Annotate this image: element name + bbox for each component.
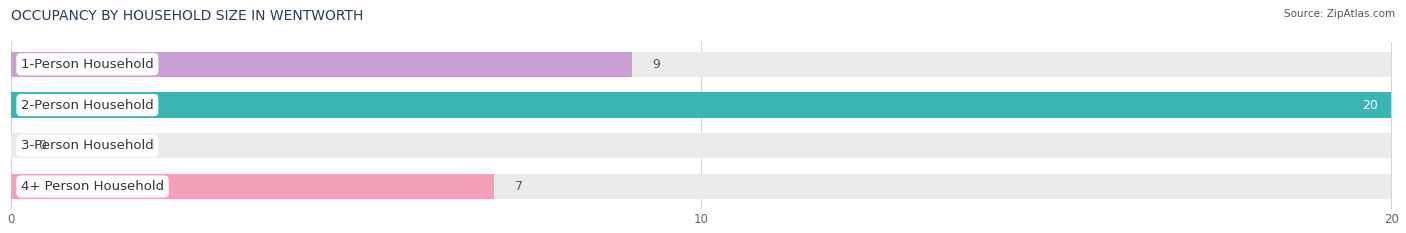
- Text: 0: 0: [38, 139, 46, 152]
- Text: 20: 20: [1362, 99, 1378, 112]
- Text: 3-Person Household: 3-Person Household: [21, 139, 153, 152]
- Text: 9: 9: [652, 58, 661, 71]
- Bar: [11, 52, 1392, 77]
- Bar: [11, 93, 1392, 118]
- Bar: [11, 52, 633, 77]
- Text: Source: ZipAtlas.com: Source: ZipAtlas.com: [1284, 9, 1395, 19]
- Bar: [11, 133, 1392, 158]
- Bar: [11, 174, 1392, 199]
- Bar: [11, 174, 494, 199]
- Text: 1-Person Household: 1-Person Household: [21, 58, 153, 71]
- Text: 2-Person Household: 2-Person Household: [21, 99, 153, 112]
- Text: 4+ Person Household: 4+ Person Household: [21, 180, 165, 193]
- Text: OCCUPANCY BY HOUSEHOLD SIZE IN WENTWORTH: OCCUPANCY BY HOUSEHOLD SIZE IN WENTWORTH: [11, 9, 364, 23]
- Bar: [11, 93, 1392, 118]
- Text: 7: 7: [515, 180, 523, 193]
